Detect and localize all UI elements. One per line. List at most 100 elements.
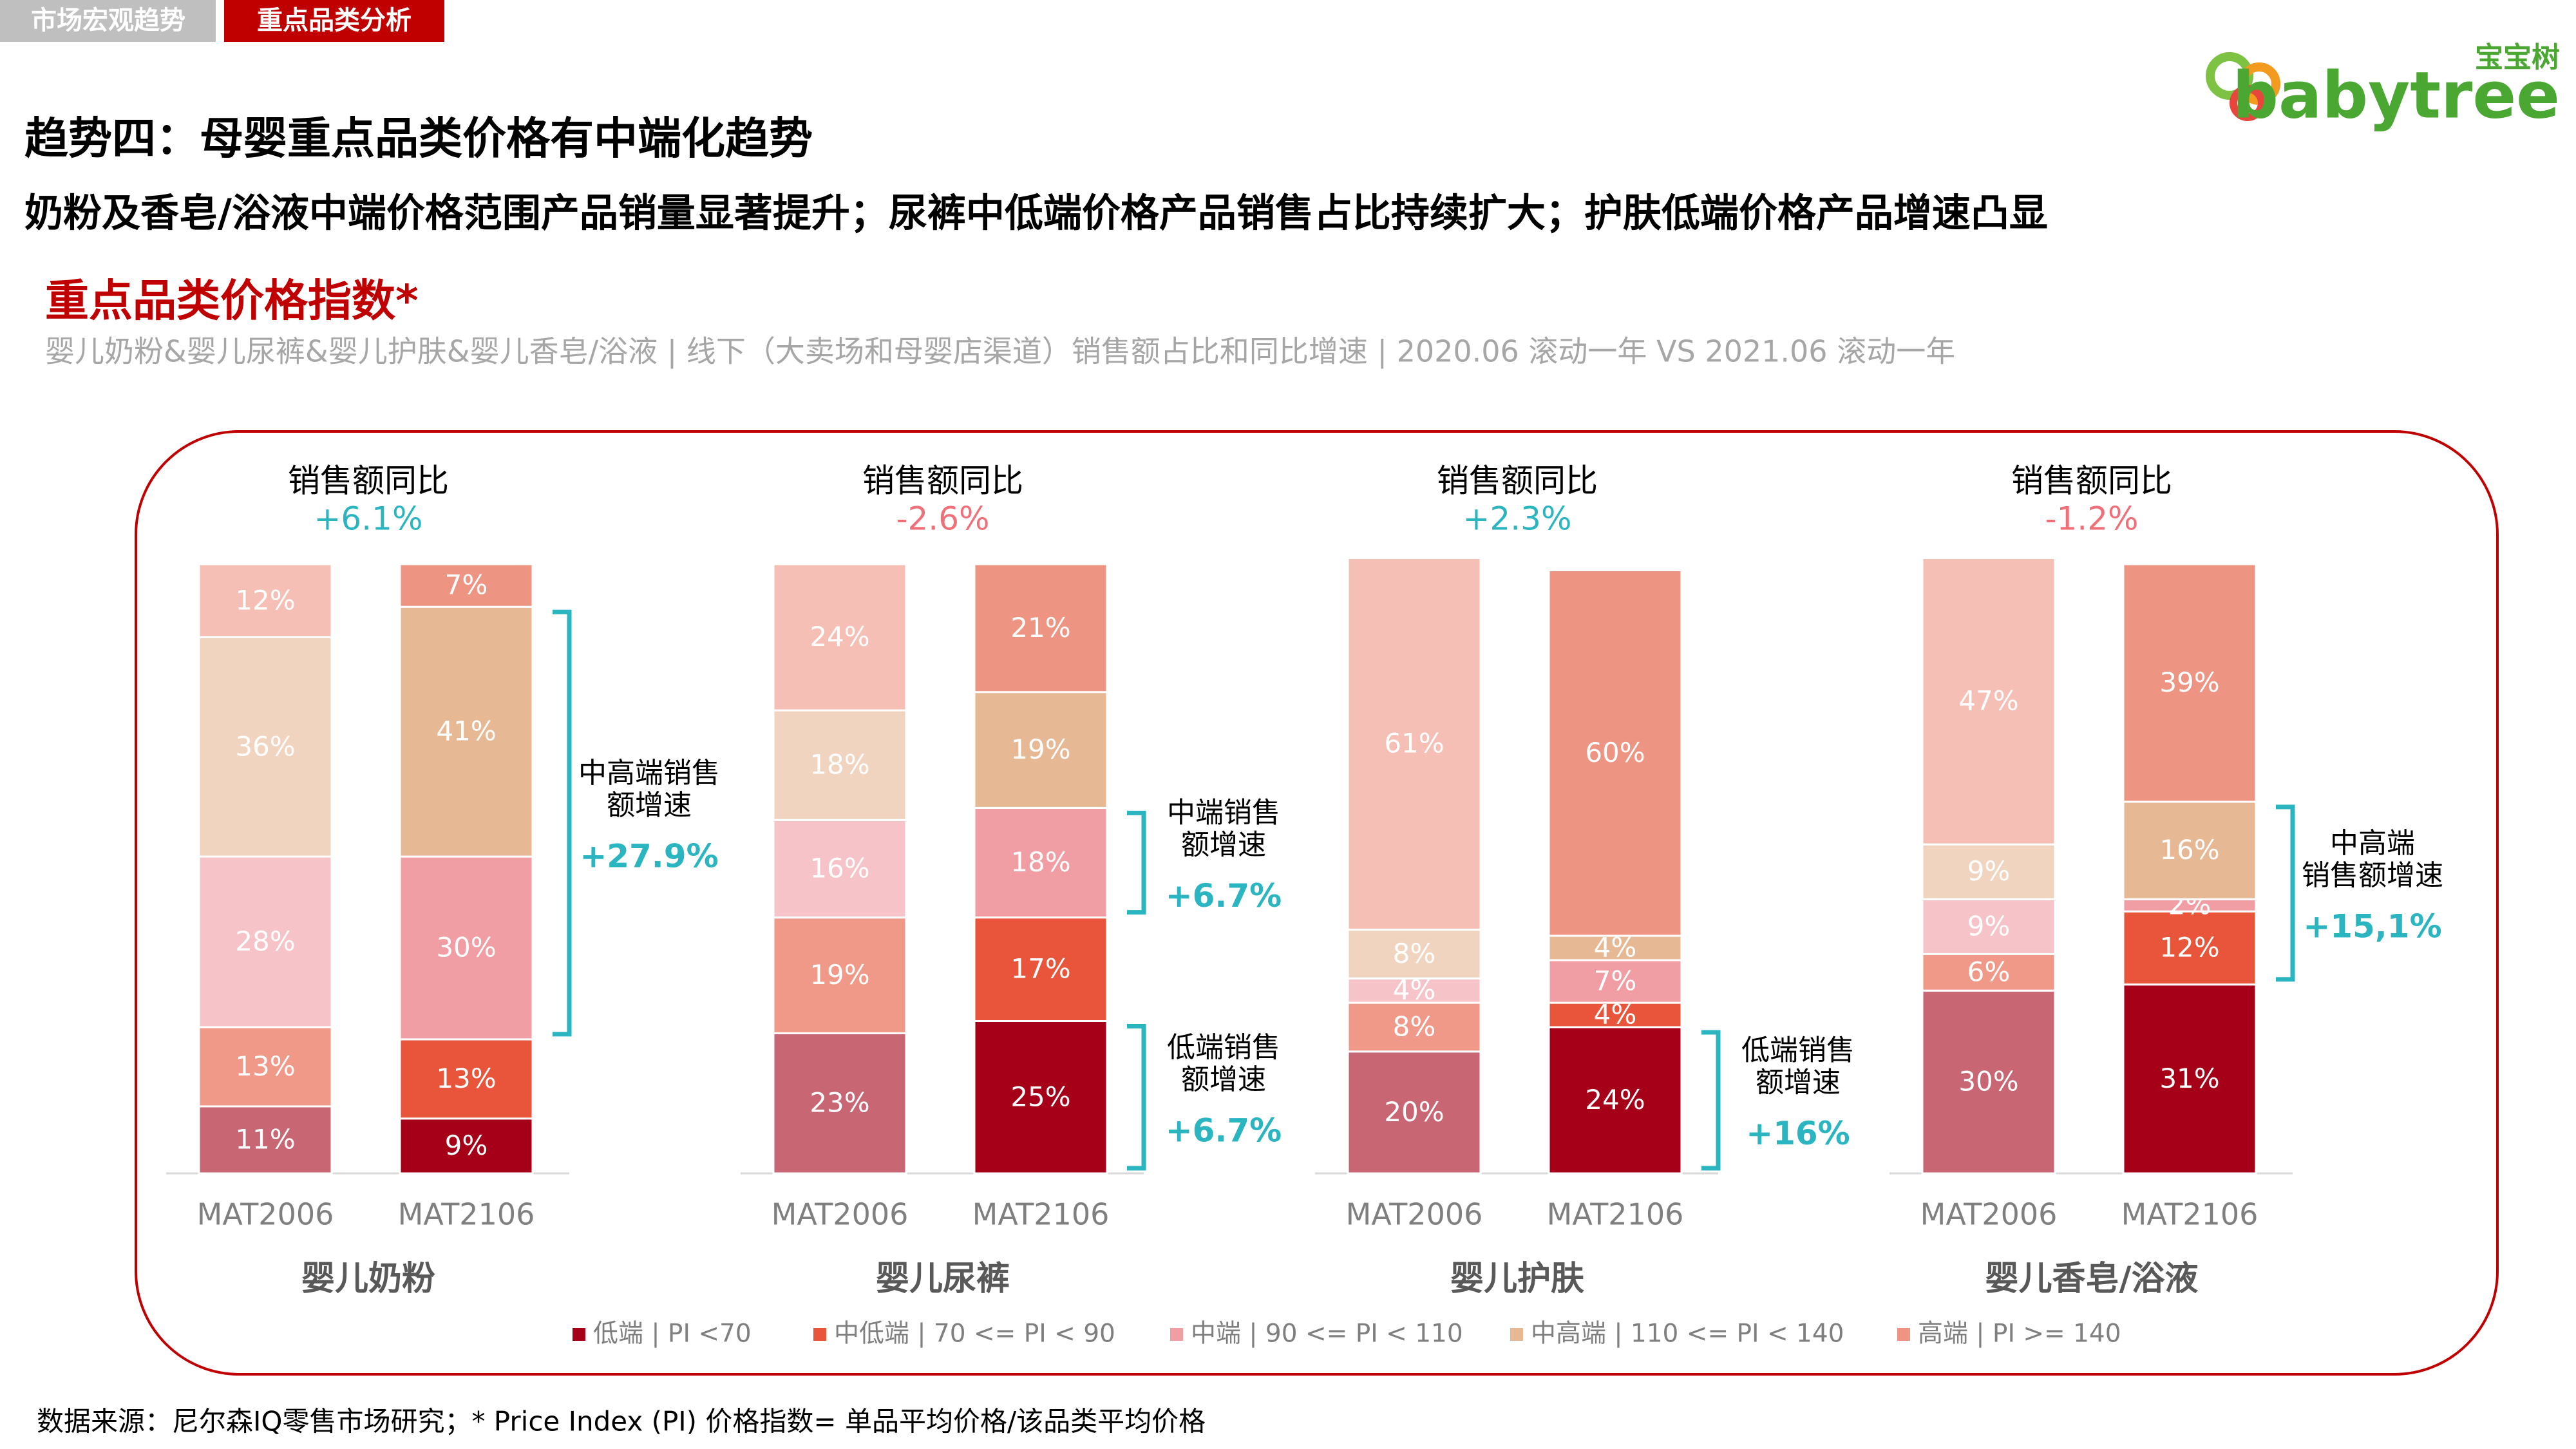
value-label: 30%	[1958, 1066, 2018, 1097]
yoy-title: 销售额同比	[862, 462, 1023, 500]
value-label: 9%	[1967, 855, 2011, 887]
tab-label[interactable]: 市场宏观趋势	[31, 6, 185, 35]
bar-segment	[973, 806, 1108, 919]
bar-segment	[399, 855, 534, 1041]
bar-segment	[973, 691, 1108, 809]
value-label: 4%	[1594, 931, 1637, 963]
annotation-text: 中高端销售	[578, 757, 720, 790]
annotation-text: 中高端	[2330, 827, 2415, 860]
value-label: 4%	[1594, 999, 1637, 1030]
tab[interactable]	[0, 0, 216, 42]
chart-title: 婴儿护肤	[1450, 1260, 1584, 1298]
bar-segment	[973, 1020, 1108, 1175]
annotation-growth: +15,1%	[2303, 907, 2441, 945]
annotation-text: 低端销售	[1741, 1034, 1855, 1066]
logo-ring	[2230, 85, 2266, 121]
section-desc: 婴儿奶粉&婴儿尿裤&婴儿护肤&婴儿香皂/浴液 | 线下（大卖场和母婴店渠道）销售…	[45, 334, 1955, 370]
value-label: 39%	[2159, 667, 2219, 698]
value-label: 60%	[1585, 737, 1645, 768]
x-tick-label: MAT2006	[1346, 1197, 1483, 1232]
bar-segment	[1548, 569, 1683, 937]
bar-segment	[198, 855, 333, 1028]
bar-segment	[772, 563, 907, 712]
chart-title: 婴儿香皂/浴液	[1985, 1260, 2199, 1298]
value-label: 12%	[2159, 931, 2219, 963]
logo-en: babytree	[2232, 57, 2560, 133]
bar-segment	[1347, 557, 1482, 931]
value-label: 23%	[810, 1087, 869, 1119]
value-label: 13%	[436, 1063, 496, 1094]
title: 趋势四：母婴重点品类价格有中端化趋势	[24, 114, 813, 165]
annotation-growth: +6.7%	[1166, 877, 1282, 914]
chart-title: 婴儿奶粉	[301, 1260, 435, 1298]
value-label: 25%	[1010, 1081, 1070, 1112]
value-label: 7%	[445, 569, 488, 601]
legend-label: 中高端 | 110 <= PI < 140	[1531, 1320, 1844, 1349]
value-label: 21%	[1010, 612, 1070, 643]
legend-swatch	[573, 1328, 585, 1341]
legend-label: 中端 | 90 <= PI < 110	[1191, 1320, 1463, 1349]
bar-segment	[772, 1032, 907, 1175]
logo-cn: 宝宝树	[2475, 41, 2560, 74]
yoy-value: +2.3%	[1463, 500, 1572, 538]
value-label: 61%	[1384, 728, 1444, 759]
bar-segment	[772, 916, 907, 1034]
bracket	[1701, 1030, 1721, 1171]
legend-label: 高端 | PI >= 140	[1918, 1320, 2121, 1349]
tab-label[interactable]: 重点品类分析	[257, 6, 412, 35]
bar-segment	[1921, 989, 2056, 1175]
annotation-growth: +16%	[1746, 1115, 1850, 1152]
value-label: 9%	[445, 1130, 488, 1161]
x-tick-label: MAT2006	[197, 1197, 334, 1232]
value-label: 16%	[2159, 834, 2219, 866]
value-label: 8%	[1393, 1010, 1436, 1042]
yoy-title: 销售额同比	[288, 462, 449, 500]
x-tick-label: MAT2106	[398, 1197, 535, 1232]
value-label: 24%	[1585, 1084, 1645, 1115]
legend-swatch	[1510, 1328, 1523, 1341]
annotation-text: 额增速	[1181, 829, 1266, 862]
value-label: 13%	[235, 1050, 295, 1082]
bar-segment	[2122, 910, 2257, 986]
bar-segment	[198, 1026, 333, 1108]
value-label: 17%	[1010, 953, 1070, 985]
annotation-growth: +6.7%	[1166, 1112, 1282, 1149]
value-label: 8%	[1393, 938, 1436, 969]
tab-active[interactable]	[224, 0, 444, 42]
yoy-value: -2.6%	[896, 500, 989, 538]
value-label: 9%	[1967, 910, 2011, 942]
bracket	[553, 609, 572, 1037]
annotation-text: 低端销售	[1167, 1031, 1280, 1064]
bar-segment	[198, 1105, 333, 1175]
bracket	[1127, 1024, 1146, 1171]
value-label: 47%	[1958, 685, 2018, 716]
bar-segment	[772, 709, 907, 821]
annotation-growth: +27.9%	[580, 838, 718, 875]
value-label: 28%	[235, 925, 295, 957]
bracket	[2276, 804, 2295, 982]
bracket	[1127, 810, 1146, 915]
bar-segment	[1921, 557, 2056, 846]
value-label: 18%	[810, 749, 869, 781]
section-title: 重点品类价格指数*	[45, 276, 419, 327]
legend-label: 低端 | PI <70	[593, 1320, 752, 1349]
legend-swatch	[813, 1328, 826, 1341]
value-label: 24%	[810, 621, 869, 652]
annotation-text: 额增速	[607, 789, 692, 822]
x-tick-label: MAT2006	[772, 1197, 909, 1232]
bar-segment	[198, 636, 333, 858]
bar-segment	[772, 819, 907, 919]
bar-segment	[1347, 1050, 1482, 1175]
value-label: 16%	[810, 853, 869, 884]
value-label: 41%	[436, 715, 496, 747]
legend-label: 中低端 | 70 <= PI < 90	[834, 1320, 1115, 1349]
annotation-text: 中端销售	[1167, 797, 1280, 829]
x-tick-label: MAT2106	[1547, 1197, 1684, 1232]
bar-segment	[1921, 898, 2056, 955]
x-tick-label: MAT2006	[1920, 1197, 2058, 1232]
value-label: 11%	[235, 1123, 295, 1155]
annotation-text: 额增速	[1756, 1066, 1841, 1099]
bar-segment	[1347, 1001, 1482, 1053]
